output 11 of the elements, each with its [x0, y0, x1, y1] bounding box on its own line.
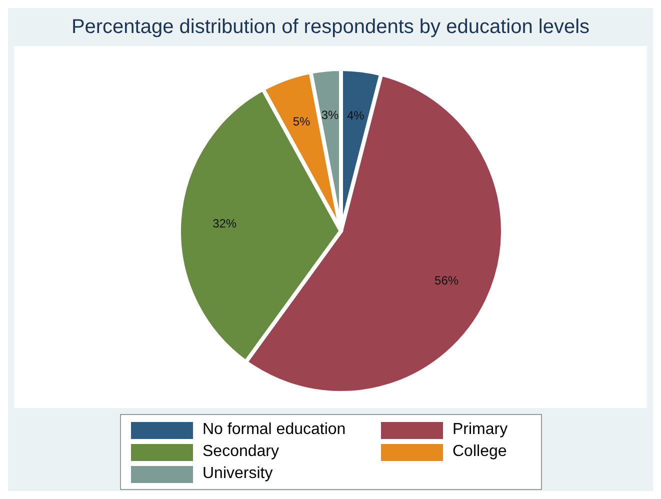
legend-label: University — [202, 465, 273, 483]
legend-label: College — [452, 443, 507, 461]
legend-label: Secondary — [202, 443, 279, 461]
legend-label: No formal education — [202, 421, 346, 439]
chart-title: Percentage distribution of respondents by education levels — [70, 15, 591, 40]
data-label: 5% — [292, 114, 310, 128]
legend-label: Primary — [452, 421, 508, 439]
data-label: 56% — [434, 274, 459, 288]
data-label: 3% — [321, 108, 340, 122]
data-label: 4% — [346, 108, 365, 122]
data-label: 32% — [212, 216, 237, 231]
